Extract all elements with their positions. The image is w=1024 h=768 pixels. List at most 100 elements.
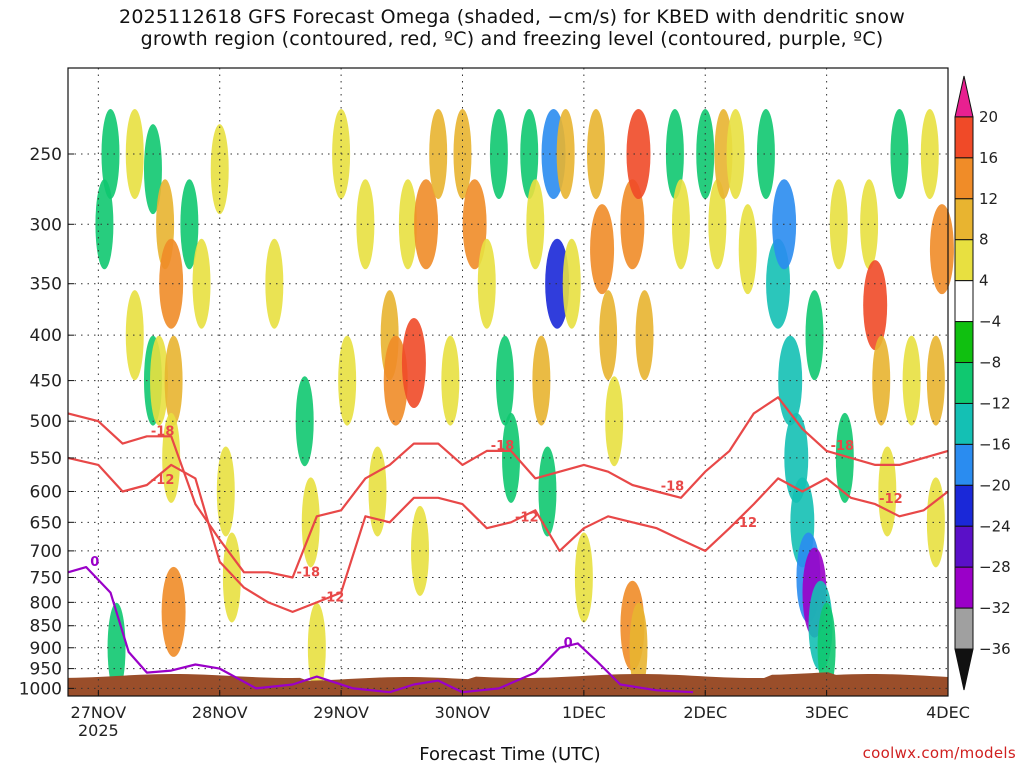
omega-cell xyxy=(401,318,426,409)
freezing-level-line xyxy=(67,565,694,694)
colorbar-tick-label: −36 xyxy=(979,640,1011,658)
omega-cell xyxy=(526,179,545,270)
contour-minus18-line xyxy=(67,396,949,579)
y-tick-label: 500 xyxy=(30,412,62,432)
contour-label: -18 xyxy=(491,439,515,454)
y-tick-label: 600 xyxy=(30,482,62,502)
omega-cell xyxy=(95,179,114,270)
omega-cell xyxy=(477,238,496,329)
omega-cell xyxy=(265,238,284,329)
colorbar-bin xyxy=(954,157,974,200)
colorbar-tick-label: 16 xyxy=(979,149,998,167)
omega-cell xyxy=(835,412,854,503)
omega-cell xyxy=(295,376,314,467)
colorbar: 20 16 12 8 4 −4 −8 −12 −16 −20 −24 −28 −32 −36 xyxy=(954,75,1011,691)
omega-cell xyxy=(929,204,954,295)
omega-cell xyxy=(453,109,472,200)
x-tick-label: 2DEC xyxy=(683,703,727,722)
contour-label: -12 xyxy=(151,473,175,488)
omega-cell xyxy=(532,335,551,426)
omega-cell xyxy=(805,290,824,381)
y-tick-label: 400 xyxy=(30,326,62,346)
contour-label: -12 xyxy=(321,590,345,605)
colorbar-bin xyxy=(954,116,974,159)
colorbar-tick-label: −32 xyxy=(979,599,1011,617)
omega-cell xyxy=(635,290,654,381)
omega-cell xyxy=(368,446,387,537)
omega-cell xyxy=(863,260,888,351)
chart-title: 2025112618 GFS Forecast Omega (shaded, −… xyxy=(0,6,1024,50)
omega-cell xyxy=(626,109,651,200)
colorbar-tick-label: −12 xyxy=(979,394,1011,412)
omega-cell xyxy=(383,335,408,426)
omega-shading-layer xyxy=(95,109,954,693)
omega-cell xyxy=(159,238,184,329)
colorbar-bin xyxy=(954,402,974,445)
omega-cell xyxy=(890,109,909,200)
omega-cell xyxy=(708,179,727,270)
chart-title-line-2: growth region (contoured, red, ºC) and f… xyxy=(140,28,884,50)
y-tick-label: 800 xyxy=(30,593,62,613)
omega-cell xyxy=(671,179,690,270)
colorbar-bin xyxy=(954,239,974,282)
colorbar-bin xyxy=(954,607,974,650)
y-tick-label: 550 xyxy=(30,449,62,469)
contour-label: -18 xyxy=(151,424,175,439)
y-tick-label: 700 xyxy=(30,542,62,562)
omega-cell xyxy=(180,179,199,270)
y-tick-label: 750 xyxy=(30,568,62,588)
contour-label: -18 xyxy=(831,439,855,454)
x-tick-label: 3DEC xyxy=(805,703,849,722)
omega-cell xyxy=(926,335,945,426)
omega-cell xyxy=(125,109,144,200)
plot-frame xyxy=(67,67,949,697)
colorbar-tick-label: −8 xyxy=(979,354,1001,372)
omega-cell xyxy=(301,477,320,568)
omega-cell xyxy=(726,109,745,200)
colorbar-bin xyxy=(954,443,974,486)
colorbar-tick-label: 20 xyxy=(979,108,998,126)
contour-label: -12 xyxy=(734,516,758,531)
omega-cell xyxy=(307,602,326,693)
colorbar-bin xyxy=(954,525,974,568)
x-tick-label: 30NOV xyxy=(435,703,491,722)
omega-cell xyxy=(829,179,848,270)
contour-label: -18 xyxy=(297,565,321,580)
colorbar-triangle-bottom xyxy=(954,648,974,691)
omega-cell xyxy=(520,109,539,200)
omega-cell xyxy=(562,238,581,329)
y-tick-label: 350 xyxy=(30,275,62,295)
colorbar-bin xyxy=(954,198,974,241)
contour-minus12-line xyxy=(67,456,949,614)
colorbar-bin xyxy=(954,362,974,404)
y-tick-label: 950 xyxy=(30,660,62,680)
omega-cell xyxy=(429,109,448,200)
omega-cell xyxy=(489,109,508,200)
colorbar-tick-label: −28 xyxy=(979,558,1011,576)
y-tick-label: 650 xyxy=(30,513,62,533)
colorbar-bin xyxy=(954,484,974,527)
omega-cell xyxy=(441,335,460,426)
y-tick-label: 900 xyxy=(30,639,62,659)
x-tick-label: 29NOV xyxy=(313,703,369,722)
colorbar-tick-label: −16 xyxy=(979,435,1011,453)
colorbar-tick-label: 8 xyxy=(979,231,989,249)
contour-label: -12 xyxy=(879,492,903,507)
omega-cell xyxy=(587,109,605,200)
x-tick-label: 27NOV xyxy=(71,703,127,722)
omega-cell xyxy=(556,109,575,200)
colorbar-tick-label: −24 xyxy=(979,517,1011,535)
omega-cell xyxy=(574,532,593,623)
omega-cell xyxy=(738,204,757,295)
colorbar-bin xyxy=(954,566,974,609)
omega-cell xyxy=(902,335,921,426)
y-tick-label: 450 xyxy=(30,372,62,392)
x-year-label: 2025 xyxy=(78,721,119,740)
omega-cell xyxy=(338,335,357,426)
omega-cell xyxy=(545,238,570,329)
colorbar-tick-label: −4 xyxy=(979,313,1001,331)
omega-cell xyxy=(216,446,235,537)
omega-cell xyxy=(665,109,684,200)
